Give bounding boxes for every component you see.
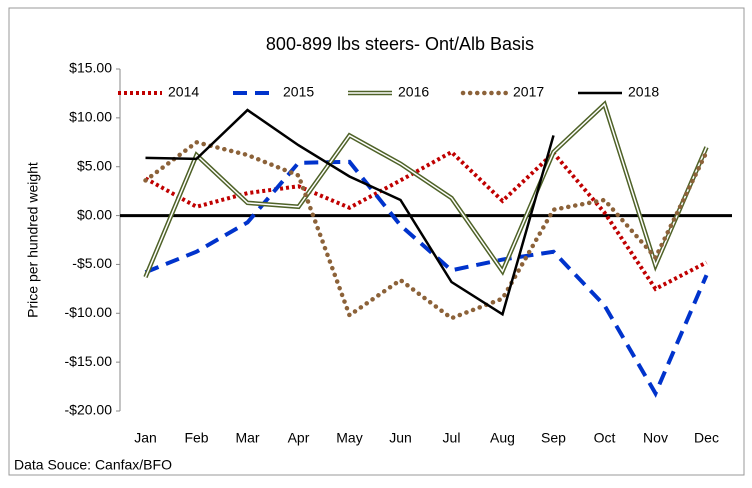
legend-label: 2017 (513, 84, 544, 100)
chart-title: 800-899 lbs steers- Ont/Alb Basis (266, 34, 534, 54)
x-tick-label: Jun (389, 430, 412, 446)
y-tick-label: -$5.00 (72, 255, 112, 271)
x-tick-label: Jul (443, 430, 461, 446)
legend-label: 2016 (398, 84, 429, 100)
x-tick-label: Aug (490, 430, 515, 446)
x-tick-label: Oct (594, 430, 616, 446)
series-line (143, 139, 709, 321)
legend-label: 2015 (283, 84, 314, 100)
x-tick-label: Apr (288, 430, 310, 446)
y-tick-label: $10.00 (69, 109, 112, 125)
x-tick-label: Nov (643, 430, 668, 446)
series-line-inner (144, 102, 708, 278)
y-tick-label: -$10.00 (65, 304, 113, 320)
y-tick-label: -$15.00 (65, 353, 113, 369)
series-line (145, 108, 555, 317)
chart-border (8, 7, 745, 476)
x-tick-label: May (336, 430, 362, 446)
x-tick-label: Feb (184, 430, 208, 446)
y-tick-label: -$20.00 (65, 402, 113, 418)
y-axis-label: Price per hundred weight (25, 162, 41, 318)
y-tick-label: $5.00 (77, 157, 112, 173)
y-tick-label: $15.00 (69, 60, 112, 76)
x-tick-label: Jan (134, 430, 157, 446)
legend-label: 2014 (168, 84, 199, 100)
y-tick-label: $0.00 (77, 206, 112, 222)
x-tick-label: Sep (541, 430, 566, 446)
x-tick-label: Dec (694, 430, 719, 446)
x-tick-label: Mar (235, 430, 259, 446)
legend-label: 2018 (628, 84, 659, 100)
source-note: Data Souce: Canfax/BFO (14, 457, 172, 473)
series-line (144, 159, 709, 398)
